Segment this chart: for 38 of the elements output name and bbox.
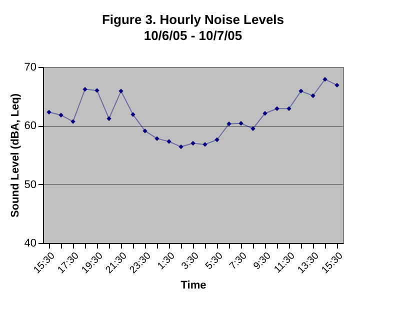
point: [310, 93, 316, 98]
point: [322, 76, 328, 82]
point: [154, 136, 160, 141]
point: [202, 142, 208, 147]
point: [214, 137, 220, 142]
point: [190, 140, 196, 146]
y-tick-label: 40: [24, 238, 36, 250]
x-tick-label: 1:30: [156, 250, 178, 272]
point: [94, 88, 100, 93]
point: [82, 86, 88, 92]
point: [46, 110, 52, 115]
point: [238, 120, 244, 126]
point: [298, 88, 304, 94]
point: [286, 106, 292, 111]
chart-title: Figure 3. Hourly Noise Levels: [102, 12, 284, 27]
point: [166, 139, 172, 144]
y-tick-label: 70: [24, 62, 36, 74]
point: [142, 128, 148, 134]
x-tick-label: 5:30: [204, 250, 226, 272]
y-tick-label: 60: [24, 120, 36, 132]
point: [70, 119, 76, 124]
point: [106, 116, 112, 121]
point: [262, 111, 268, 116]
point: [274, 106, 280, 111]
x-tick-label: 7:30: [228, 250, 250, 272]
y-tick-label: 50: [24, 178, 36, 191]
x-axis-title: Time: [180, 279, 206, 292]
point: [118, 88, 124, 94]
y-axis-title: Sound Level (dBA, Leq): [9, 93, 22, 218]
x-tick-label: 9:30: [252, 250, 274, 272]
chart-subtitle: 10/6/05 - 10/7/05: [144, 28, 242, 43]
point: [58, 112, 64, 118]
point: [226, 122, 232, 126]
point: [334, 82, 340, 88]
point: [250, 126, 256, 131]
x-tick-label: 3:30: [180, 250, 202, 272]
point: [130, 112, 136, 117]
point: [178, 144, 184, 150]
